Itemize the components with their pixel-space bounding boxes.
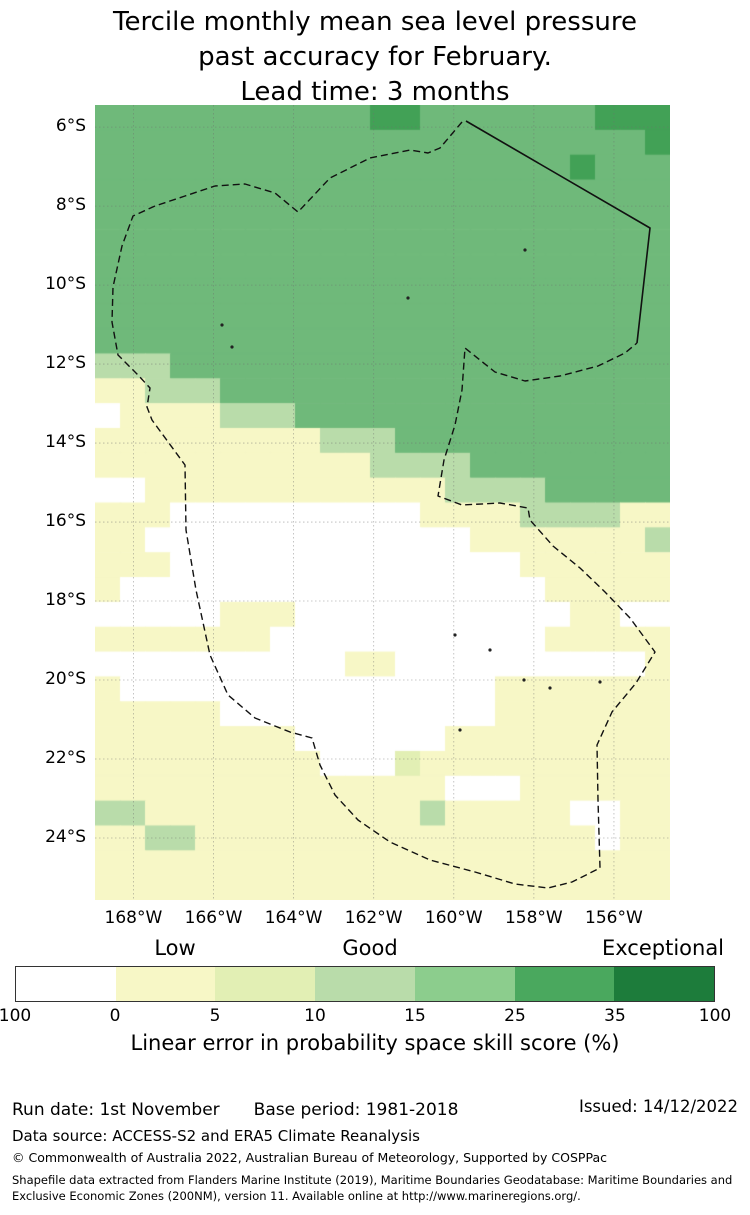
title-line-2: past accuracy for February. bbox=[198, 42, 552, 72]
title-line-3: Lead time: 3 months bbox=[240, 77, 510, 107]
colorbar-label-low: Low bbox=[154, 936, 196, 960]
data-source: Data source: ACCESS-S2 and ERA5 Climate … bbox=[12, 1127, 420, 1145]
lat-tick-label: 8°S bbox=[55, 195, 86, 216]
colorbar-caption: Linear error in probability space skill … bbox=[130, 1031, 620, 1055]
colorbar-segment bbox=[16, 967, 116, 1001]
eez-boundary-solid bbox=[465, 120, 651, 344]
lon-tick-label: 160°W bbox=[424, 908, 483, 928]
issued-date: Issued: 14/12/2022 bbox=[578, 1097, 738, 1116]
colorbar-segment bbox=[315, 967, 415, 1001]
lat-tick-label: 12°S bbox=[45, 353, 86, 374]
lon-tick-label: 168°W bbox=[104, 908, 163, 928]
colorbar-tick-label: 25 bbox=[504, 1006, 526, 1026]
lat-tick-label: 18°S bbox=[45, 590, 86, 611]
run-date: Run date: 1st November bbox=[12, 1100, 220, 1120]
colorbar-tick-label: 35 bbox=[604, 1006, 626, 1026]
copyright: © Commonwealth of Australia 2022, Austra… bbox=[12, 1150, 607, 1165]
pressure-skill-map bbox=[95, 105, 670, 900]
lat-tick-label: 20°S bbox=[45, 669, 86, 690]
footer-run-line: Run date: 1st November Base period: 1981-… bbox=[12, 1100, 458, 1120]
lon-tick-label: 158°W bbox=[504, 908, 563, 928]
figure-title: Tercile monthly mean sea level pressure … bbox=[0, 5, 750, 110]
map-overlay bbox=[95, 105, 670, 900]
lat-tick-label: 6°S bbox=[55, 116, 86, 137]
lat-tick-label: 22°S bbox=[45, 748, 86, 768]
lon-tick-label: 162°W bbox=[344, 908, 403, 928]
lat-tick-label: 10°S bbox=[45, 274, 86, 295]
colorbar-segment bbox=[414, 967, 515, 1001]
lat-tick-label: 14°S bbox=[45, 432, 86, 453]
base-period: Base period: 1981-2018 bbox=[253, 1100, 459, 1120]
colorbar-label-good: Good bbox=[342, 936, 398, 960]
lat-tick-label: 24°S bbox=[45, 826, 86, 847]
colorbar-segment bbox=[614, 967, 715, 1001]
shapefile-note: Shapefile data extracted from Flanders M… bbox=[12, 1173, 733, 1203]
colorbar-tick-label: 100 bbox=[698, 1006, 732, 1026]
lat-tick-label: 16°S bbox=[45, 511, 86, 532]
lon-tick-label: 156°W bbox=[585, 908, 643, 928]
colorbar-tick-label: 10 bbox=[304, 1006, 326, 1026]
colorbar-segment bbox=[115, 967, 216, 1001]
skill-heatmap-canvas bbox=[95, 105, 670, 900]
title-line-1: Tercile monthly mean sea level pressure bbox=[113, 7, 637, 37]
colorbar bbox=[15, 966, 715, 1002]
colorbar-tick-label: 0 bbox=[109, 1006, 121, 1026]
lon-tick-label: 164°W bbox=[264, 908, 323, 928]
colorbar-tick-label: 100 bbox=[0, 1006, 32, 1026]
colorbar-tick-label: 15 bbox=[404, 1006, 426, 1026]
colorbar-segment bbox=[215, 967, 316, 1001]
colorbar-segment bbox=[514, 967, 615, 1001]
lon-tick-label: 166°W bbox=[184, 908, 243, 928]
colorbar-label-exceptional: Exceptional bbox=[601, 936, 725, 960]
eez-boundary-dashed bbox=[111, 121, 656, 889]
map-gridlines bbox=[95, 105, 670, 900]
colorbar-tick-label: 5 bbox=[209, 1006, 221, 1026]
island-marks bbox=[220, 248, 602, 732]
